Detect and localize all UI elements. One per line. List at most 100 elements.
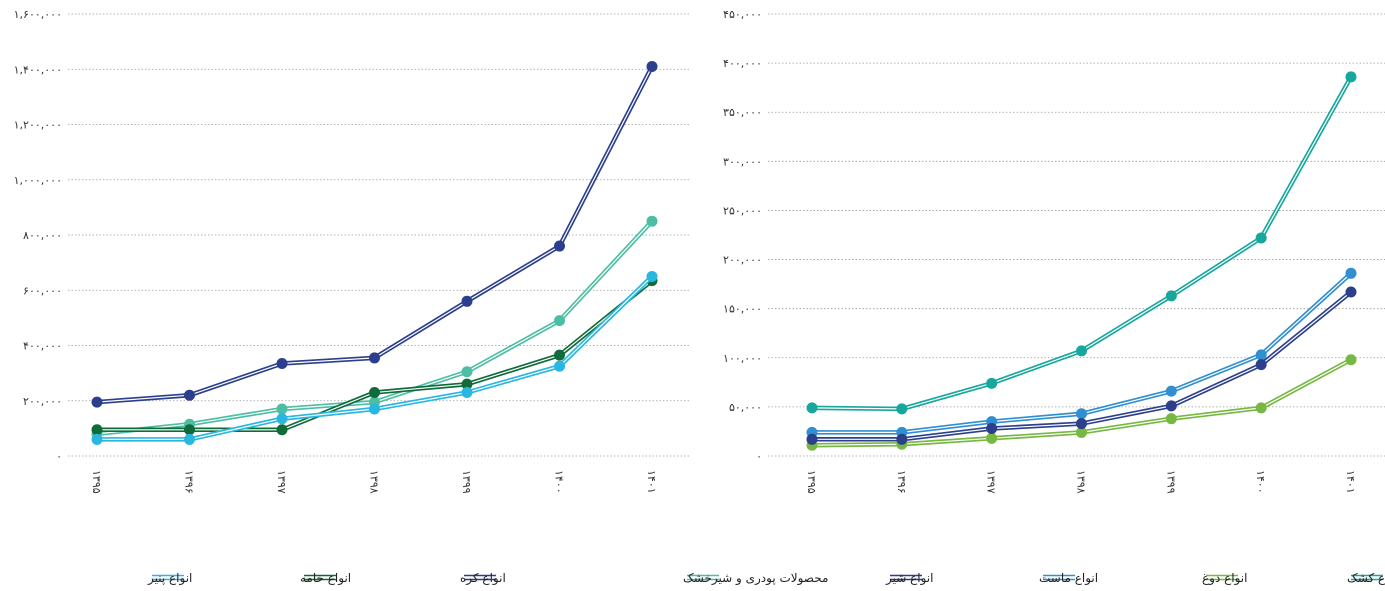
data-point (1076, 426, 1087, 438)
data-point (1345, 71, 1357, 83)
x-tick-label: ۱۳۹۸ (368, 470, 381, 494)
y-tick-label: ۱,۴۰۰,۰۰۰ (14, 63, 62, 76)
data-point (184, 424, 195, 436)
data-point (1076, 418, 1087, 430)
data-point (986, 422, 998, 434)
data-point (986, 377, 998, 389)
y-tick-label: ۲۰۰,۰۰۰ (23, 395, 62, 408)
data-point (1165, 290, 1177, 302)
chart-2: ۰ ۵۰,۰۰۰ ۱۰۰,۰۰۰ ۱۵۰,۰۰۰ ۲۰۰,۰۰۰ ۲۵۰,۰۰۰ ۳۰۰,۰… (723, 8, 1385, 586)
legend-swatch (687, 574, 719, 581)
x-tick-label: ۱۳۹۶ (183, 470, 196, 494)
data-point (1165, 385, 1177, 397)
data-point (646, 60, 658, 72)
legend-label: انواع ماست (1039, 571, 1098, 586)
y-tick-label: ۳۵۰,۰۰۰ (723, 106, 762, 119)
data-point (1345, 267, 1357, 279)
legend-swatch (890, 574, 922, 581)
data-point (896, 433, 908, 445)
data-point (369, 352, 380, 364)
data-point (1345, 354, 1357, 366)
legend-label: محصولات پودری و شیرخشک (683, 571, 828, 586)
y-tick-label: ۴۵۰,۰۰۰ (723, 8, 762, 21)
y-tick-label: ۱,۶۰۰,۰۰۰ (14, 8, 62, 21)
legend-swatch (1206, 574, 1238, 581)
x-tick-label: ۱۳۹۹ (460, 470, 473, 494)
data-point (461, 378, 473, 390)
y-tick-label: ۱۰۰,۰۰۰ (723, 352, 762, 365)
data-point (646, 270, 658, 282)
x-tick-label: ۱۳۹۶ (895, 470, 908, 494)
x-tick-label: ۱۳۹۸ (1075, 470, 1088, 494)
data-point (1165, 413, 1177, 425)
y-tick-label: ۰ (756, 450, 762, 463)
data-point (1345, 286, 1357, 298)
data-point (91, 433, 103, 445)
legend-label: انواع دوغ (1202, 571, 1247, 586)
legend-swatch (1043, 574, 1075, 581)
data-point (461, 295, 473, 307)
data-point (896, 403, 908, 415)
data-point (369, 403, 380, 415)
legend-label: انواع کشک (1347, 571, 1385, 586)
y-tick-label: ۰ (56, 450, 62, 463)
data-point (554, 349, 565, 361)
y-tick-label: ۱,۰۰۰,۰۰۰ (14, 174, 62, 187)
data-point (986, 432, 998, 444)
y-tick-label: ۲۰۰,۰۰۰ (723, 254, 762, 267)
x-tick-label: ۱۳۹۷ (275, 470, 288, 494)
data-point (461, 366, 473, 378)
data-point (646, 215, 658, 227)
legend-swatch (464, 574, 496, 581)
y-tick-label: ۳۰۰,۰۰۰ (723, 155, 762, 168)
y-tick-label: ۶۰۰,۰۰۰ (23, 284, 62, 297)
chart-1: ۰ ۲۰۰,۰۰۰ ۴۰۰,۰۰۰ ۶۰۰,۰۰۰ ۸۰۰,۰۰۰ ۱,۰۰۰,۰۰۰ ۱,… (14, 8, 829, 586)
x-tick-label: ۱۴۰۰ (553, 470, 566, 494)
legend-label: انواع پنیر (147, 571, 192, 586)
legend-label: انواع خامه (300, 571, 351, 586)
data-point (369, 386, 380, 398)
data-point (461, 386, 473, 398)
data-point (1076, 408, 1087, 420)
data-point (1255, 232, 1267, 244)
y-tick-label: ۸۰۰,۰۰۰ (23, 229, 62, 242)
x-tick-label: ۱۳۹۵ (805, 470, 818, 494)
x-tick-label: ۱۴۰۰ (1254, 470, 1267, 494)
series-line-inner (96, 66, 653, 403)
data-point (554, 240, 565, 252)
data-point (1076, 345, 1087, 357)
data-point (91, 424, 103, 436)
y-tick-label: ۴۰۰,۰۰۰ (23, 340, 62, 353)
series-line-outer (96, 65, 655, 405)
data-point (806, 402, 818, 414)
data-point (1255, 359, 1267, 371)
x-tick-label: ۱۳۹۹ (1164, 470, 1177, 494)
y-tick-label: ۲۵۰,۰۰۰ (723, 204, 762, 217)
x-tick-label: ۱۴۰۱ (1344, 470, 1357, 494)
data-point (554, 360, 565, 372)
y-tick-label: ۱۵۰,۰۰۰ (723, 303, 762, 316)
data-point (806, 433, 818, 445)
legend-label: انواع شیر (885, 571, 933, 586)
data-point (1255, 349, 1267, 361)
data-point (1165, 400, 1177, 412)
legend-label: انواع کره (460, 571, 506, 586)
x-tick-label: ۱۴۰۱ (645, 470, 658, 494)
legend-swatch (152, 574, 184, 581)
x-tick-label: ۱۳۹۵ (90, 470, 103, 494)
legend-swatch (304, 574, 336, 581)
data-point (554, 315, 565, 327)
data-point (184, 433, 195, 445)
y-tick-label: ۱,۲۰۰,۰۰۰ (14, 119, 62, 132)
data-point (91, 396, 103, 408)
data-point (276, 424, 288, 436)
data-point (276, 413, 288, 425)
data-point (1255, 402, 1267, 414)
y-tick-label: ۵۰,۰۰۰ (729, 401, 762, 414)
y-tick-label: ۴۰۰,۰۰۰ (723, 57, 762, 70)
data-point (276, 403, 288, 415)
data-point (184, 389, 195, 401)
x-tick-label: ۱۳۹۷ (985, 470, 998, 494)
data-point (276, 357, 288, 369)
